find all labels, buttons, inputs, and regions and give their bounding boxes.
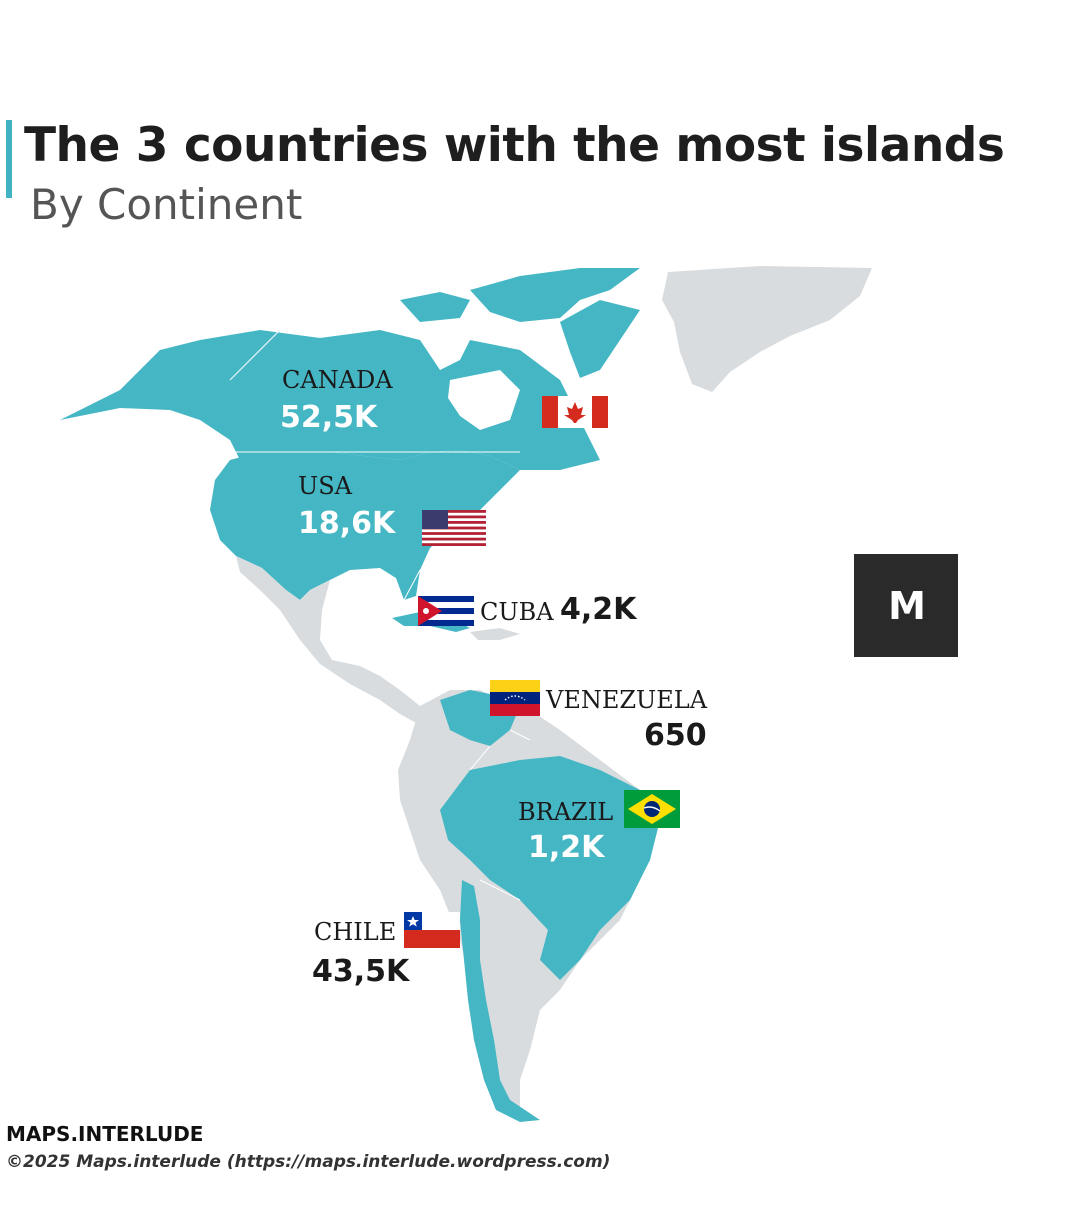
page-subtitle: By Continent: [30, 180, 303, 229]
label-venezuela-name: VENEZUELA: [546, 686, 708, 714]
brazil-flag-icon: [624, 790, 680, 828]
label-brazil-name: BRAZIL: [518, 798, 614, 826]
label-cuba-name: CUBA: [480, 598, 554, 626]
title-accent-bar: [6, 120, 12, 198]
hudson-bay: [448, 370, 520, 430]
label-canada-name: CANADA: [282, 366, 393, 394]
brand-logo: M: [854, 554, 958, 657]
caribbean-islands: [470, 628, 520, 640]
label-venezuela-value: 650: [644, 718, 707, 753]
label-chile-value: 43,5K: [312, 954, 410, 989]
mexico-central-america: [236, 556, 430, 724]
footer-brand: MAPS.INTERLUDE: [6, 1122, 204, 1146]
chile-flag-icon: [404, 912, 460, 948]
greenland-land: [662, 266, 872, 392]
page-title: The 3 countries with the most islands: [24, 118, 1005, 173]
label-brazil-value: 1,2K: [528, 830, 605, 865]
usa-flag-icon: [422, 510, 486, 546]
baffin-island: [560, 300, 640, 378]
label-canada-value: 52,5K: [280, 400, 378, 435]
cuba-flag-icon: [418, 596, 474, 626]
ellesmere-island: [400, 292, 470, 322]
label-usa-name: USA: [298, 472, 352, 500]
label-chile-name: CHILE: [314, 918, 397, 946]
alaska-border: [229, 329, 281, 381]
m-logo-icon: M: [888, 583, 926, 628]
footer-copyright: ©2025 Maps.interlude (https://maps.inter…: [6, 1152, 611, 1172]
brazil-land: [440, 756, 660, 980]
canada-flag-icon: [542, 396, 608, 428]
arctic-islands: [470, 268, 640, 322]
chile-land: [460, 880, 540, 1122]
label-usa-value: 18,6K: [298, 506, 396, 541]
country-borders: [230, 451, 531, 901]
usa-land: [210, 450, 520, 600]
canada-land: [60, 330, 600, 470]
venezuela-flag-icon: [490, 680, 540, 716]
label-cuba-value: 4,2K: [560, 592, 637, 627]
